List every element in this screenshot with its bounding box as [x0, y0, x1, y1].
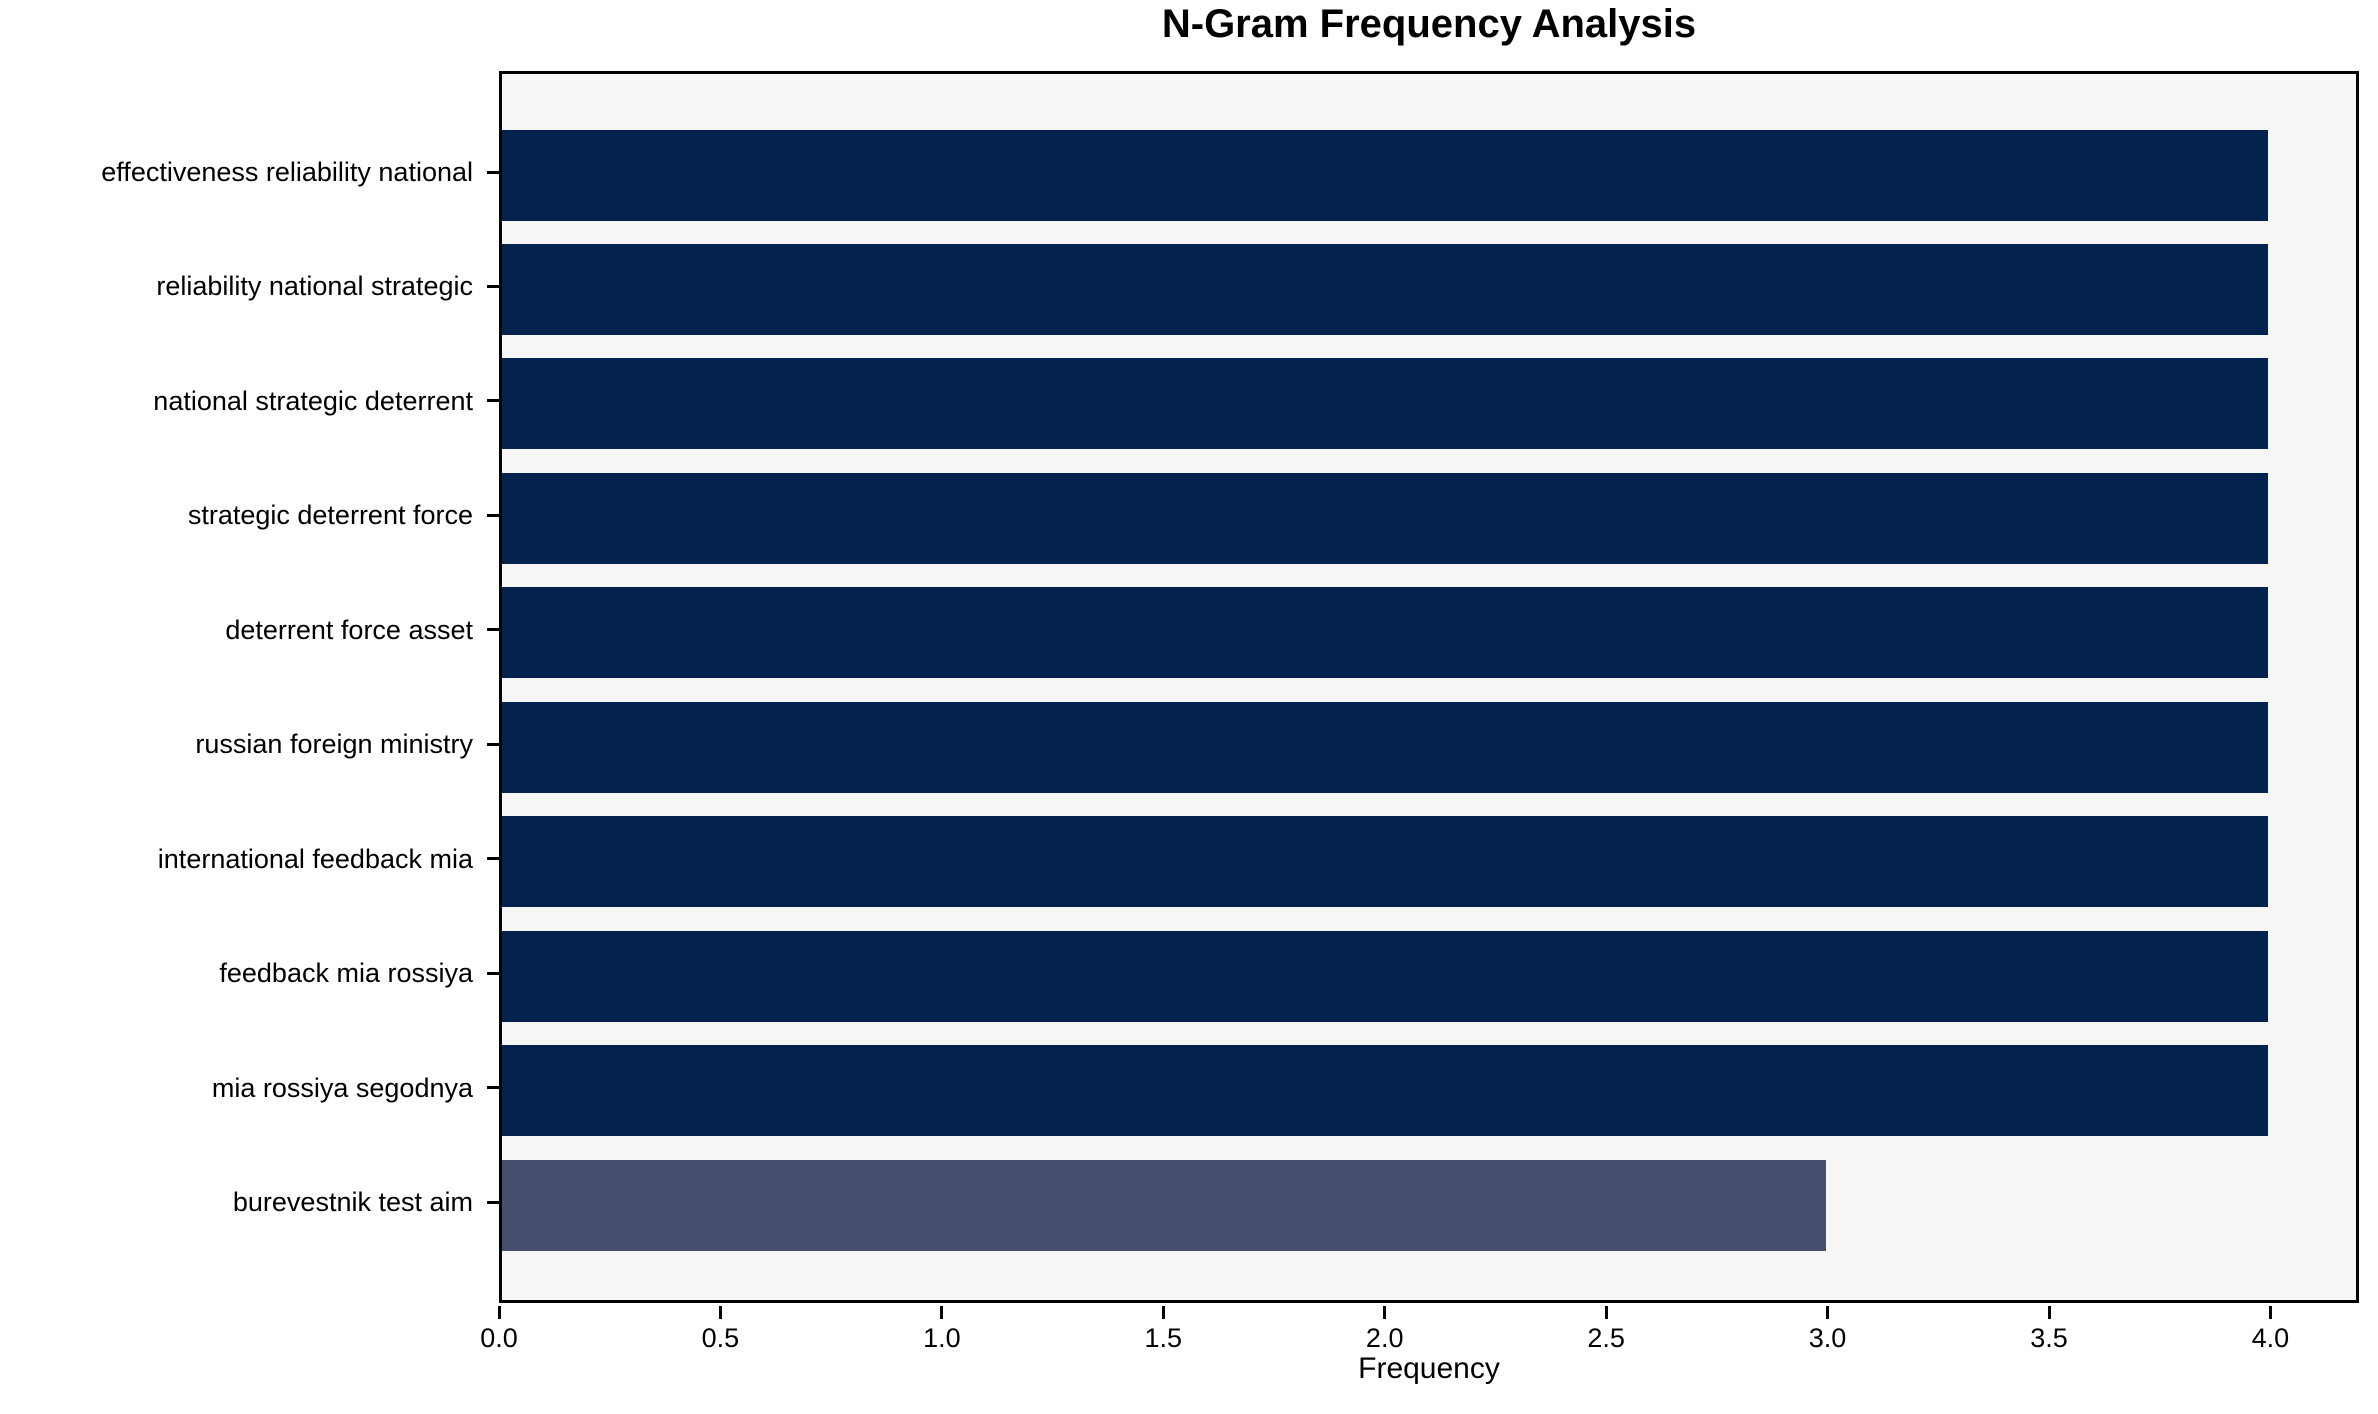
bar: [502, 243, 2268, 335]
y-tick-label: effectiveness reliability national: [101, 157, 473, 187]
y-tick-label: national strategic deterrent: [153, 385, 473, 416]
bar: [502, 129, 2268, 221]
x-tick-label: 1.5: [1144, 1323, 1183, 1353]
bar: [502, 701, 2268, 793]
x-axis-label: Frequency: [1358, 1352, 1500, 1385]
y-axis: effectiveness reliability national reliab…: [0, 71, 499, 1303]
x-tick-label: 2.5: [1587, 1323, 1625, 1353]
y-tick-label: deterrent force asset: [225, 614, 473, 645]
y-tick: [487, 628, 499, 632]
x-tick-label: 2.0: [1365, 1323, 1404, 1353]
x-tick: [1826, 1306, 1830, 1319]
y-tick-label: strategic deterrent force: [187, 500, 473, 531]
bar: [502, 587, 2268, 679]
y-tick-label: mia rossiya segodnya: [211, 1072, 473, 1103]
y-tick-label: burevestnik test aim: [232, 1187, 473, 1217]
x-tick-label: 3.0: [1808, 1323, 1847, 1353]
x-tick: [1383, 1306, 1387, 1319]
x-tick: [497, 1306, 501, 1319]
x-tick: [2268, 1306, 2272, 1319]
y-tick: [487, 857, 499, 861]
y-tick: [487, 971, 499, 975]
y-tick: [487, 513, 499, 517]
chart-title: N-Gram Frequency Analysis: [1161, 2, 1697, 46]
x-tick-label: 3.5: [2030, 1323, 2068, 1353]
x-tick-label: 4.0: [2251, 1323, 2290, 1353]
x-tick-label: 0.5: [701, 1323, 740, 1353]
plot-area: [499, 71, 2359, 1303]
x-tick: [718, 1306, 722, 1319]
x-tick: [940, 1306, 944, 1319]
bar: [502, 816, 2268, 908]
y-tick-label: russian foreign ministry: [195, 729, 473, 760]
y-tick: [487, 1200, 499, 1204]
y-tick-label: international feedback mia: [157, 843, 473, 874]
y-tick-label: feedback mia rossiya: [219, 958, 473, 989]
x-tick-label: 1.0: [923, 1323, 961, 1353]
x-tick: [1604, 1306, 1608, 1319]
y-tick: [487, 742, 499, 746]
bar: [502, 472, 2268, 564]
x-tick: [1161, 1306, 1165, 1319]
bar: [502, 1159, 1827, 1251]
bar: [502, 930, 2268, 1022]
y-tick: [487, 170, 499, 174]
x-tick: [2047, 1306, 2051, 1319]
x-tick-label: 0.0: [480, 1323, 518, 1353]
bar: [502, 1045, 2268, 1137]
x-axis: 0.0 0.5 1.0 1.5 2.0 2.5 3.0 3.5 4.0: [480, 1303, 2359, 1373]
y-tick: [487, 1086, 499, 1090]
y-tick-label: reliability national strategic: [156, 271, 473, 302]
y-tick: [487, 399, 499, 403]
bar: [502, 358, 2268, 450]
y-tick: [487, 284, 499, 288]
